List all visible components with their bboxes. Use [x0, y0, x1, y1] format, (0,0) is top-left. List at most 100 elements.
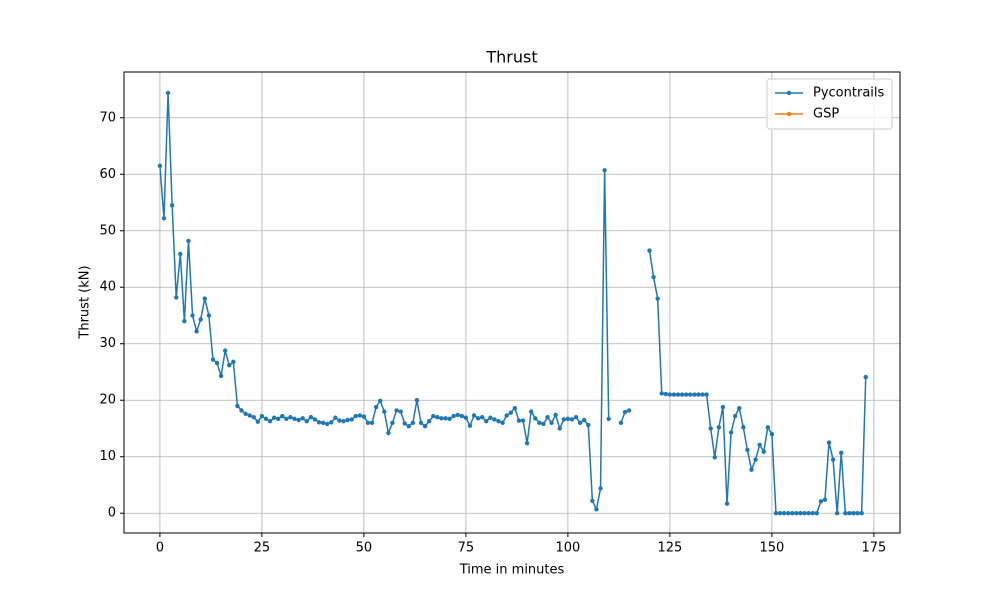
data-point — [843, 511, 848, 516]
data-point — [243, 411, 248, 416]
data-point — [194, 329, 199, 334]
data-point — [569, 417, 575, 422]
chart-title: Thrust — [485, 48, 537, 67]
data-point — [781, 511, 787, 516]
data-point — [859, 511, 864, 516]
x-tick-label: 50 — [356, 541, 373, 556]
y-tick-label: 30 — [99, 336, 116, 351]
data-point — [296, 417, 301, 423]
data-point — [659, 391, 664, 396]
data-point — [814, 511, 819, 516]
data-point — [594, 507, 599, 512]
data-point — [443, 416, 448, 421]
data-point — [378, 398, 383, 404]
data-point — [741, 425, 746, 430]
data-point — [202, 296, 207, 301]
data-point — [732, 413, 738, 419]
data-point — [810, 511, 815, 516]
y-tick-label: 60 — [99, 167, 116, 182]
data-point — [161, 216, 167, 221]
data-point — [745, 447, 750, 453]
y-tick-label: 10 — [99, 449, 116, 464]
x-tick-label: 125 — [657, 541, 682, 556]
data-point — [512, 405, 518, 411]
data-point — [475, 416, 481, 421]
data-point — [786, 511, 791, 516]
data-point — [675, 392, 681, 397]
data-point — [365, 420, 371, 426]
data-point — [235, 403, 240, 409]
data-point — [382, 409, 387, 414]
data-point — [337, 418, 342, 423]
data-point — [267, 418, 273, 424]
data-point — [684, 392, 689, 397]
data-point — [186, 238, 191, 244]
data-point — [316, 420, 322, 425]
legend-label: GSP — [813, 107, 839, 122]
data-point — [496, 418, 501, 424]
data-point — [157, 163, 163, 168]
data-point — [671, 392, 677, 397]
x-axis-label: Time in minutes — [459, 563, 565, 578]
data-point — [239, 408, 244, 413]
data-point — [345, 417, 350, 423]
legend-marker — [786, 90, 792, 96]
data-point — [390, 420, 395, 426]
data-point — [798, 511, 803, 516]
data-point — [528, 409, 534, 414]
data-point — [410, 420, 416, 426]
data-point — [647, 248, 652, 253]
data-point — [455, 412, 460, 418]
data-point — [651, 274, 656, 280]
data-point — [439, 416, 444, 421]
data-point — [606, 416, 611, 422]
data-point — [553, 412, 558, 418]
data-point — [304, 418, 309, 424]
data-point — [394, 408, 399, 413]
data-point — [561, 417, 567, 422]
data-point — [174, 295, 179, 300]
data-point — [851, 511, 856, 516]
data-point — [251, 414, 256, 420]
data-point — [516, 418, 522, 423]
data-point — [704, 392, 709, 397]
data-point — [692, 392, 697, 397]
data-point — [329, 420, 334, 425]
data-point — [353, 413, 358, 419]
data-point — [577, 420, 583, 426]
data-point — [524, 440, 530, 446]
data-point — [598, 486, 603, 491]
data-point — [492, 417, 497, 422]
x-tick-label: 0 — [156, 541, 164, 556]
data-point — [773, 511, 779, 516]
data-point — [435, 414, 440, 420]
data-point — [373, 404, 379, 410]
data-point — [834, 511, 840, 516]
data-point — [757, 442, 762, 448]
data-point — [214, 360, 220, 366]
y-tick-label: 50 — [99, 223, 116, 238]
data-point — [320, 420, 326, 426]
data-point — [818, 499, 824, 504]
plot-frame — [123, 71, 901, 534]
data-point — [557, 426, 562, 431]
legend-marker — [786, 111, 792, 117]
data-point — [573, 414, 579, 420]
data-point — [508, 410, 513, 415]
data-point — [292, 416, 297, 422]
data-point — [533, 416, 538, 421]
data-point — [545, 414, 550, 420]
data-point — [369, 420, 375, 426]
data-point — [847, 511, 852, 516]
data-point — [426, 418, 432, 424]
data-point — [663, 391, 669, 397]
data-point — [737, 405, 742, 411]
data-point — [341, 418, 346, 424]
data-point — [165, 90, 171, 96]
data-point — [790, 511, 795, 516]
legend-frame — [766, 78, 893, 130]
data-point — [504, 413, 509, 418]
data-point — [700, 392, 705, 397]
data-point — [398, 409, 403, 414]
